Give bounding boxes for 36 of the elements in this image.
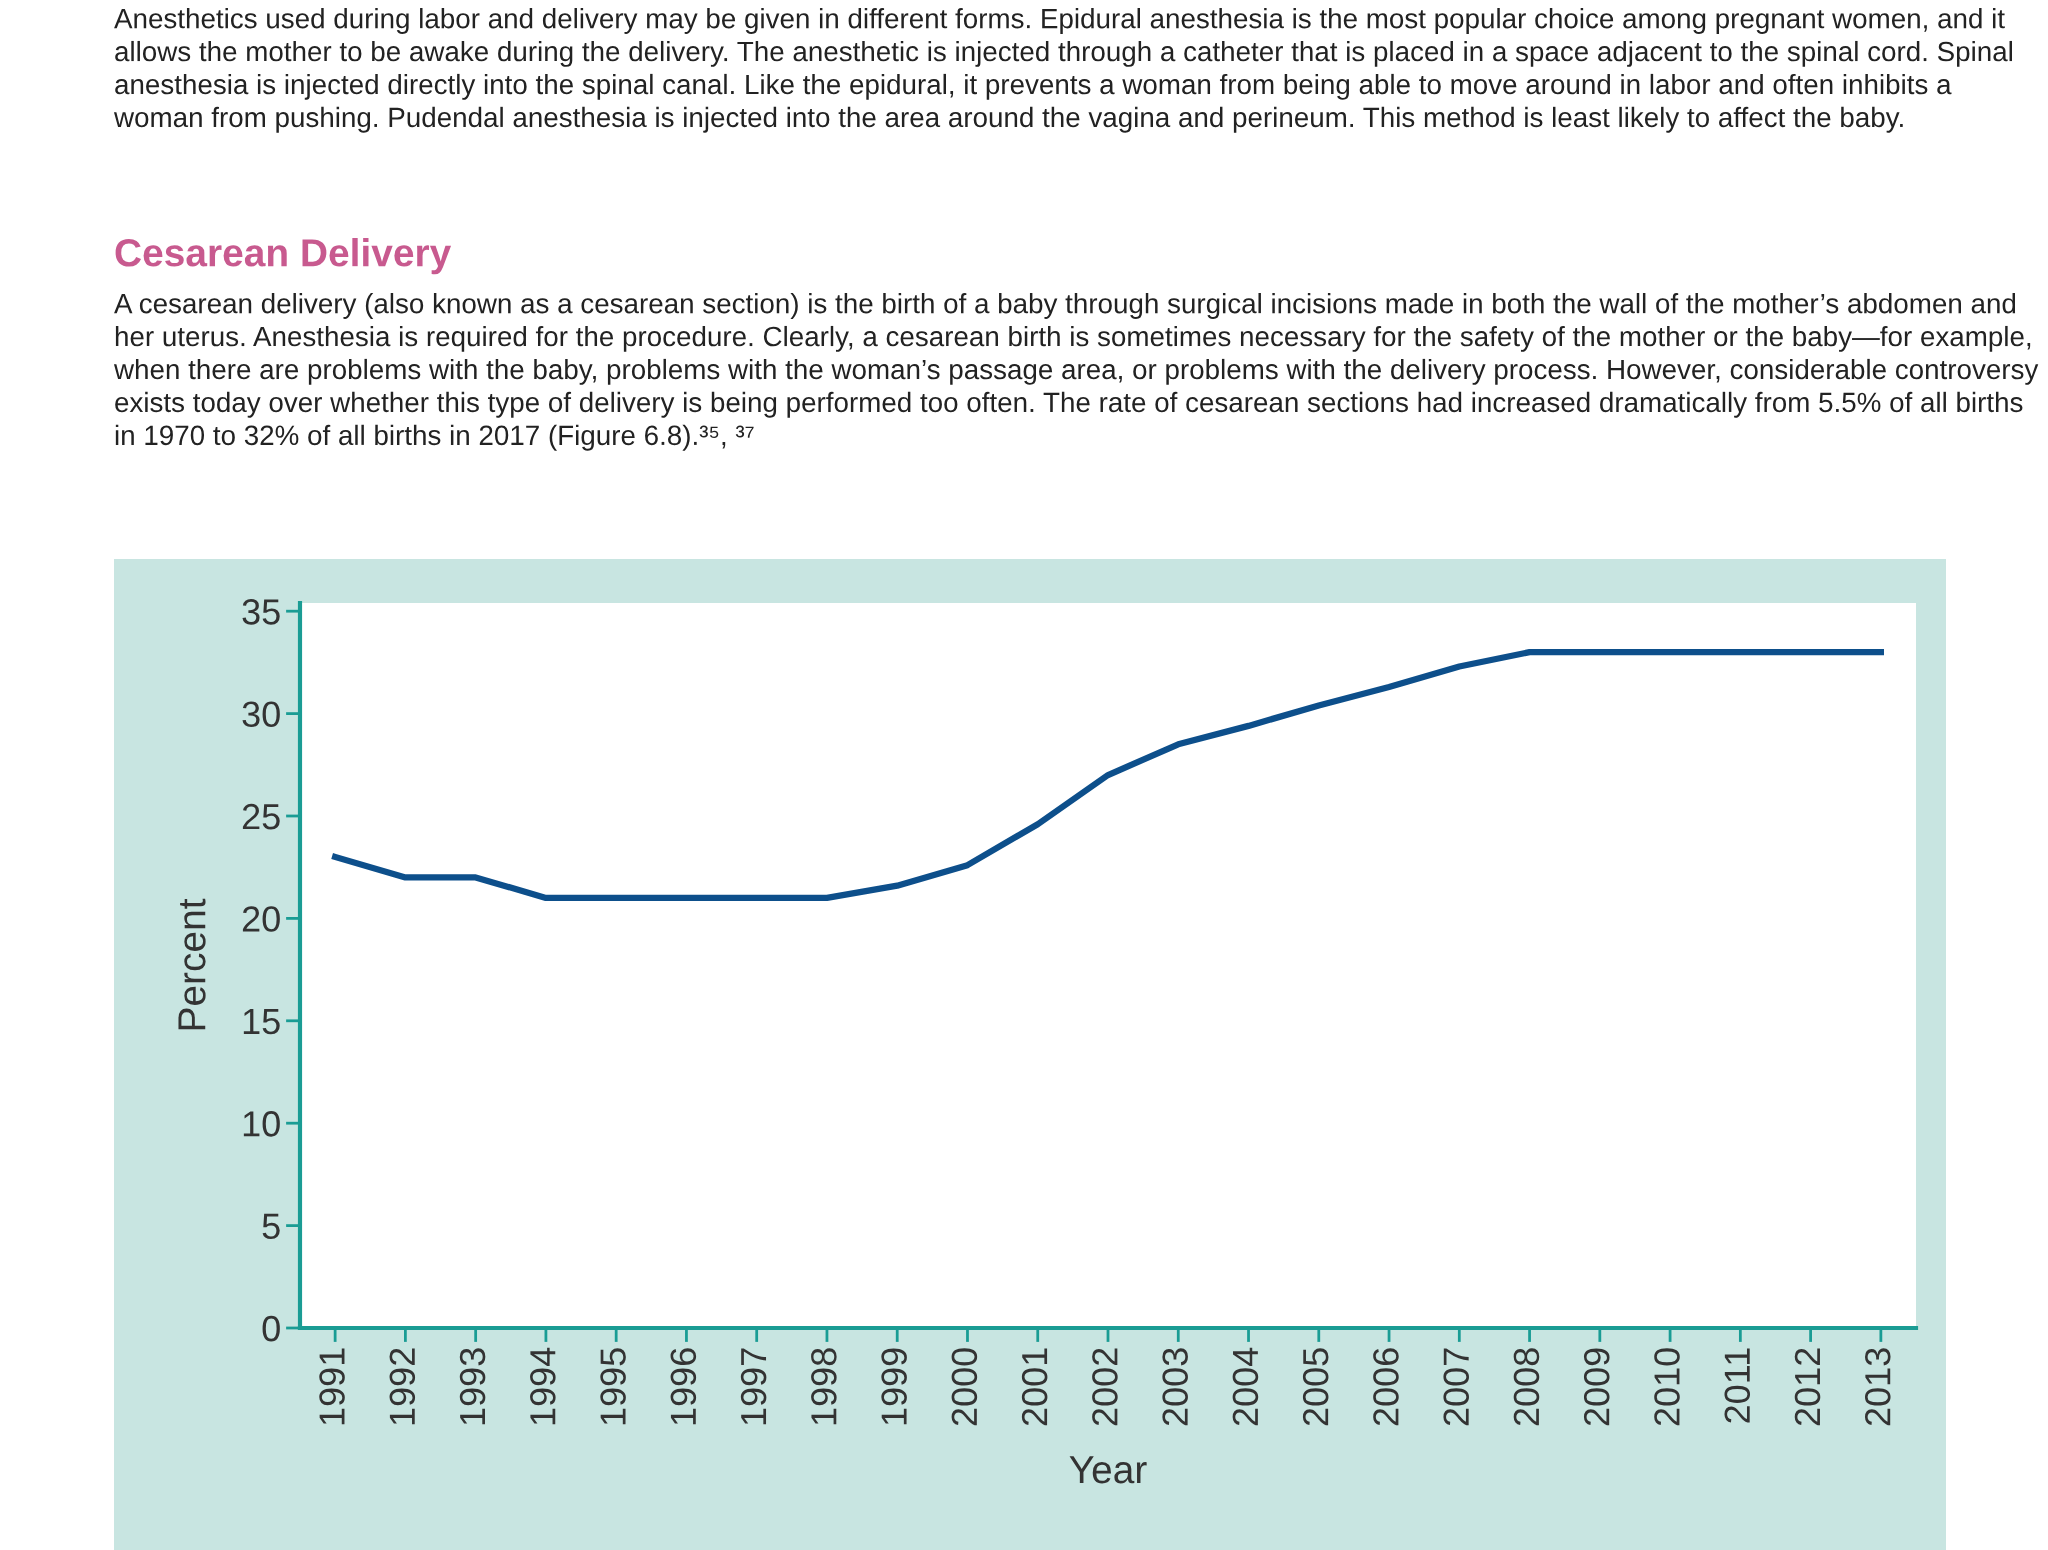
x-tick-label: 1998: [811, 1348, 837, 1425]
x-tick-label: 2001: [1021, 1348, 1048, 1426]
y-axis-title: Percent: [178, 898, 206, 1030]
x-tick-label: 2012: [1794, 1348, 1821, 1426]
x-tick-label: 1992: [389, 1348, 416, 1425]
y-tick-label: 20: [242, 906, 280, 932]
y-tick-label: 30: [242, 701, 280, 728]
x-tick-label: 2011: [1724, 1348, 1751, 1423]
x-tick-label: 1996: [670, 1348, 697, 1425]
x-tick-label: 2009: [1583, 1348, 1610, 1426]
x-tick-label: 2013: [1864, 1348, 1891, 1426]
x-tick-label: 1995: [600, 1348, 626, 1425]
x-tick-label: 2006: [1373, 1348, 1399, 1426]
y-tick-label: 5: [262, 1213, 280, 1240]
y-tick-label: 25: [242, 803, 280, 830]
text: Anesthetics used during labor and delivery may be given in different forms. Epidural anesthesia is the most popular choice among pregnant women, and it allows the mother to be awake during the delivery. The anesthetic is injected through a catheter that is placed in a space adjacent to the spinal cord. Spinal anesthesia is injected directly into the spinal canal. Like the epidural, it prevents a woman from being able to move around in labor and often inhibits a woman from pushing. Pudendal anesthesia is injected into the area around the vagina and perineum. This method is least likely to affect the baby.: [113, 8, 2012, 133]
x-tick-label: 1999: [881, 1348, 907, 1425]
y-tick-label: 15: [243, 1009, 280, 1035]
x-axis-title: Year: [1069, 1456, 1147, 1484]
x-tick-label: 1993: [459, 1348, 486, 1425]
x-tick-label: 2004: [1232, 1347, 1259, 1426]
x-tick-label: 2007: [1443, 1348, 1469, 1426]
text: A cesarean delivery (also known as a cesarean section) is the birth of a baby through surgical incisions made in both the wall of the mother’s abdomen and her uterus. Anesthesia is required for the procedure. Clearly, a cesarean birth is sometimes necessary for the safety of the mother or the baby—for example, when there are problems with the baby, problems with the woman’s passage area, or problems with the delivery process. However, considerable controversy exists today over whether this type of delivery is being performed too often. The rate of cesarean sections had increased dramatically from 5.5% of all births in 1970 to 32% of all births in 2017 (Figure 6.8).³⁵, ³⁷: [113, 293, 2039, 451]
y-tick-label: 10: [243, 1111, 280, 1137]
x-tick-label: 1991: [319, 1348, 345, 1425]
y-tick-label: 35: [242, 599, 280, 625]
x-tick-label: 2008: [1513, 1348, 1540, 1426]
x-tick-label: 2003: [1162, 1348, 1188, 1426]
x-tick-label: 2000: [951, 1348, 978, 1426]
x-tick-label: 2002: [1092, 1348, 1118, 1426]
x-tick-label: 1994: [530, 1347, 556, 1425]
x-tick-label: 2010: [1654, 1348, 1680, 1426]
x-tick-label: 2005: [1302, 1348, 1329, 1426]
x-tick-label: 1997: [740, 1348, 767, 1425]
y-tick-label: 0: [262, 1315, 280, 1342]
chart-title: Cesarean Delivery: [115, 238, 452, 275]
